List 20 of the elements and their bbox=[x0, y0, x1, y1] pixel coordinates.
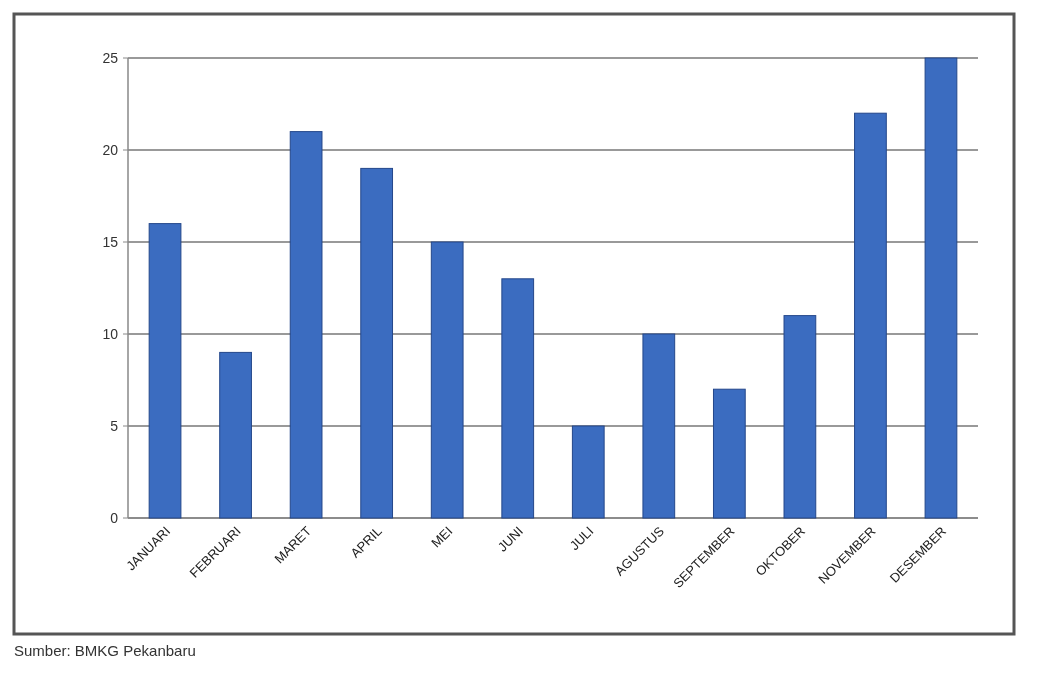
y-tick-label: 20 bbox=[102, 141, 119, 158]
y-tick-label: 0 bbox=[110, 509, 119, 526]
bar bbox=[289, 131, 323, 519]
y-tick-label: 10 bbox=[102, 325, 119, 342]
x-tick-label: MEI bbox=[428, 523, 456, 551]
bar bbox=[360, 167, 394, 519]
bar bbox=[148, 223, 182, 519]
y-tick-label: 15 bbox=[102, 233, 119, 250]
bar bbox=[924, 57, 958, 519]
bar bbox=[219, 351, 252, 519]
text: Sumber: BMKG Pekanbaru bbox=[14, 642, 196, 659]
y-tick-label: 5 bbox=[110, 417, 119, 434]
bar bbox=[712, 388, 746, 519]
bar bbox=[571, 425, 605, 519]
bar bbox=[501, 278, 535, 519]
bar bbox=[430, 241, 464, 519]
bar bbox=[783, 315, 817, 519]
bar bbox=[642, 333, 676, 519]
y-tick-label: 25 bbox=[102, 49, 119, 66]
bar bbox=[854, 112, 887, 519]
